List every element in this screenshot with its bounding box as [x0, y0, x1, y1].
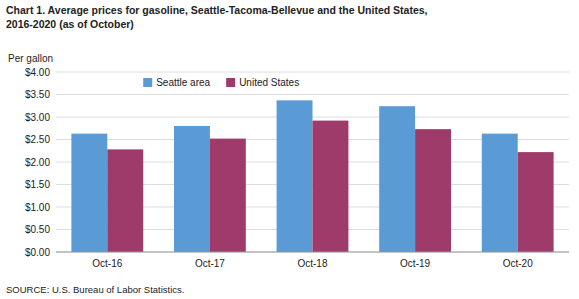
legend-swatch — [143, 78, 152, 87]
y-tick-label: $3.50 — [25, 89, 50, 100]
bar — [277, 100, 313, 252]
grid-line — [56, 94, 569, 95]
bar — [174, 126, 210, 252]
y-tick-label: $0.50 — [25, 224, 50, 235]
x-tick-label: Oct-20 — [503, 258, 533, 269]
x-axis-line — [56, 252, 569, 253]
legend-label: Seattle area — [156, 77, 210, 88]
y-tick-label: $3.00 — [25, 112, 50, 123]
legend-swatch — [226, 78, 235, 87]
y-axis-label: Per gallon — [8, 53, 53, 64]
y-tick-label: $2.50 — [25, 134, 50, 145]
grid-line — [56, 72, 569, 73]
y-tick-label: $1.50 — [25, 179, 50, 190]
bar — [71, 134, 107, 252]
bar — [379, 106, 415, 252]
grid — [56, 72, 569, 252]
bar — [313, 121, 349, 252]
y-tick-label: $4.00 — [25, 67, 50, 78]
grid-line — [56, 252, 569, 253]
bars — [71, 100, 553, 252]
y-tick-label: $2.00 — [25, 157, 50, 168]
bar — [210, 139, 246, 252]
bar — [415, 129, 451, 252]
bar — [518, 152, 554, 252]
subtitle: 2016-2020 (as of October) — [6, 18, 134, 30]
bar — [482, 134, 518, 252]
y-tick-label: $1.00 — [25, 202, 50, 213]
x-tick-label: Oct-18 — [297, 258, 327, 269]
chart: Chart 1. Average prices for gasoline, Se… — [0, 0, 579, 299]
legend: Seattle area United States — [143, 77, 299, 88]
x-tick-label: Oct-19 — [400, 258, 430, 269]
x-tick-label: Oct-17 — [195, 258, 225, 269]
legend-label: United States — [239, 77, 299, 88]
title: Chart 1. Average prices for gasoline, Se… — [6, 4, 428, 16]
bar — [107, 149, 143, 252]
source-note: SOURCE: U.S. Bureau of Labor Statistics. — [6, 284, 184, 295]
y-tick-label: $0.00 — [25, 247, 50, 258]
x-tick-label: Oct-16 — [92, 258, 122, 269]
